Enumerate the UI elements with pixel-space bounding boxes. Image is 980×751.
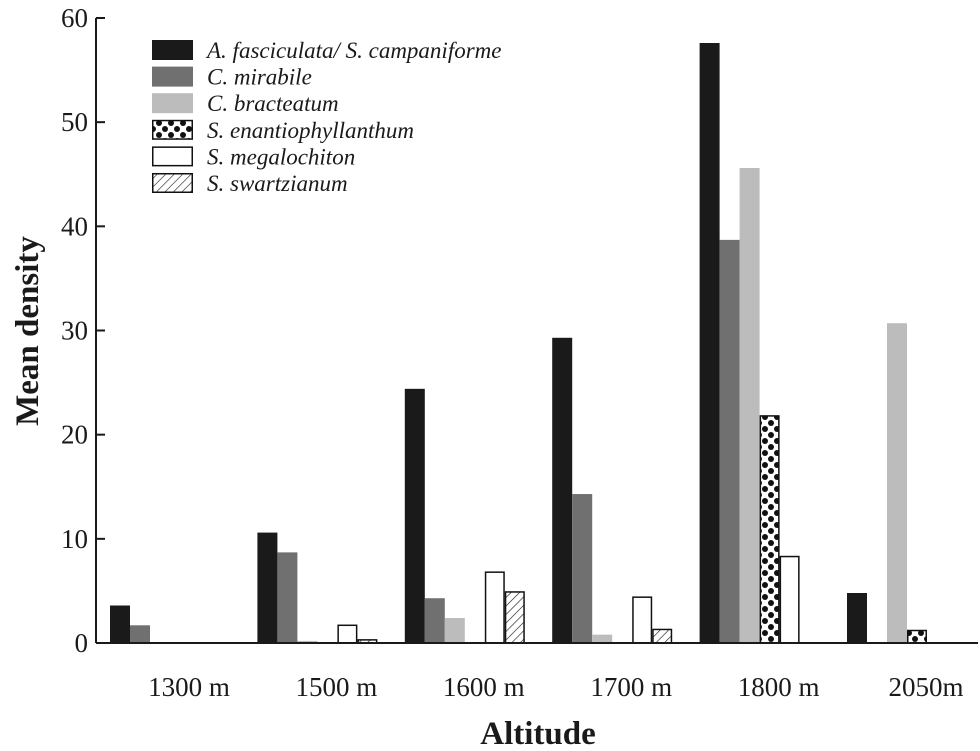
bar-c-bracteatum-1500-m [297,640,318,643]
x-axis-ticks: 1300 m 1500 m 1600 m 1700 m 1800 m 2050m [148,672,963,702]
y-tick-label: 10 [61,524,88,554]
y-tick-label: 20 [61,420,88,450]
bar-s-enantiophyllanthum-2050m [907,629,927,644]
x-tick-label: 1800 m [738,672,820,702]
legend-swatch [152,93,193,114]
bar-a-fasciculata-s-campaniforme-1600-m [404,388,425,643]
y-axis-ticks: 0 10 20 30 40 50 60 [61,3,105,658]
bar-s-megalochiton-1700-m [632,596,653,644]
x-tick-label: 2050m [888,672,963,702]
bar-c-bracteatum-2050m [887,323,907,643]
bar-c-mirabile-1800-m [719,239,740,643]
y-tick-label: 30 [61,316,88,346]
legend-label: S. megalochiton [207,144,355,169]
legend-label: C. bracteatum [207,91,339,116]
bar-a-fasciculata-s-campaniforme-1800-m [699,43,720,643]
bars-layer [110,43,927,644]
bar-a-fasciculata-s-campaniforme-1700-m [552,337,573,643]
legend-label: A. fasciculata/ S. campaniforme [205,38,502,63]
y-tick-label: 50 [61,107,88,137]
bar-c-mirabile-1500-m [277,552,298,643]
legend-label: S. swartzianum [207,171,348,196]
bar-s-swartzianum-1700-m [652,628,673,644]
bar-c-bracteatum-1800-m [739,168,760,643]
legend-swatch [152,173,193,193]
legend-label: C. mirabile [207,65,312,90]
y-tick-label: 60 [61,3,88,33]
x-tick-label: 1600 m [443,672,525,702]
legend-swatch [152,119,193,140]
legend-swatch [152,40,193,60]
bar-s-swartzianum-1600-m [504,591,525,644]
bar-c-mirabile-1300-m [130,625,150,643]
x-tick-label: 1700 m [590,672,672,702]
legend-swatch [152,66,193,87]
bar-c-mirabile-1700-m [572,494,593,643]
bar-c-mirabile-1600-m [424,598,445,643]
bar-s-megalochiton-1600-m [484,571,505,644]
bar-c-bracteatum-1700-m [592,634,613,643]
bar-s-enantiophyllanthum-1800-m [759,415,780,644]
bar-a-fasciculata-s-campaniforme-2050m [847,593,867,643]
bar-c-bracteatum-1600-m [444,618,465,643]
x-axis-title: Altitude [480,716,596,751]
bar-a-fasciculata-s-campaniforme-1300-m [110,605,130,643]
y-axis-title: Mean density [10,236,46,426]
bar-s-megalochiton-1800-m [779,555,800,644]
y-tick-label: 40 [61,211,88,241]
y-tick-label: 0 [75,628,89,658]
x-tick-label: 1500 m [296,672,378,702]
bar-s-megalochiton-1500-m [337,624,358,644]
bar-a-fasciculata-s-campaniforme-1500-m [257,532,278,643]
legend-swatch [152,146,193,167]
legend-label: S. enantiophyllanthum [207,118,414,143]
x-tick-label: 1300 m [148,672,230,702]
